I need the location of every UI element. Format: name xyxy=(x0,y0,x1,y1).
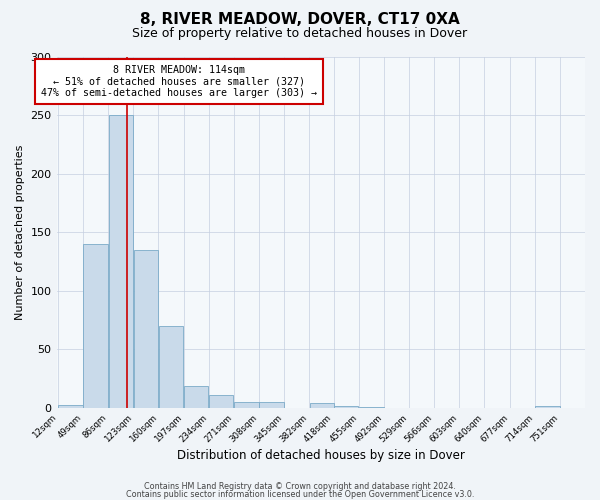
Bar xyxy=(359,407,383,408)
Bar xyxy=(535,406,560,408)
Bar xyxy=(310,404,334,408)
Bar xyxy=(109,115,133,408)
Bar xyxy=(159,326,183,408)
Bar xyxy=(83,244,108,408)
Bar xyxy=(259,402,284,408)
Bar xyxy=(209,395,233,408)
Bar xyxy=(58,404,83,408)
Bar xyxy=(134,250,158,408)
Text: 8, RIVER MEADOW, DOVER, CT17 0XA: 8, RIVER MEADOW, DOVER, CT17 0XA xyxy=(140,12,460,28)
Bar xyxy=(184,386,208,408)
Y-axis label: Number of detached properties: Number of detached properties xyxy=(15,144,25,320)
Text: 8 RIVER MEADOW: 114sqm
← 51% of detached houses are smaller (327)
47% of semi-de: 8 RIVER MEADOW: 114sqm ← 51% of detached… xyxy=(41,64,317,98)
Text: Contains public sector information licensed under the Open Government Licence v3: Contains public sector information licen… xyxy=(126,490,474,499)
Text: Size of property relative to detached houses in Dover: Size of property relative to detached ho… xyxy=(133,28,467,40)
Bar xyxy=(234,402,259,408)
Bar xyxy=(334,406,358,408)
Text: Contains HM Land Registry data © Crown copyright and database right 2024.: Contains HM Land Registry data © Crown c… xyxy=(144,482,456,491)
X-axis label: Distribution of detached houses by size in Dover: Distribution of detached houses by size … xyxy=(177,450,465,462)
